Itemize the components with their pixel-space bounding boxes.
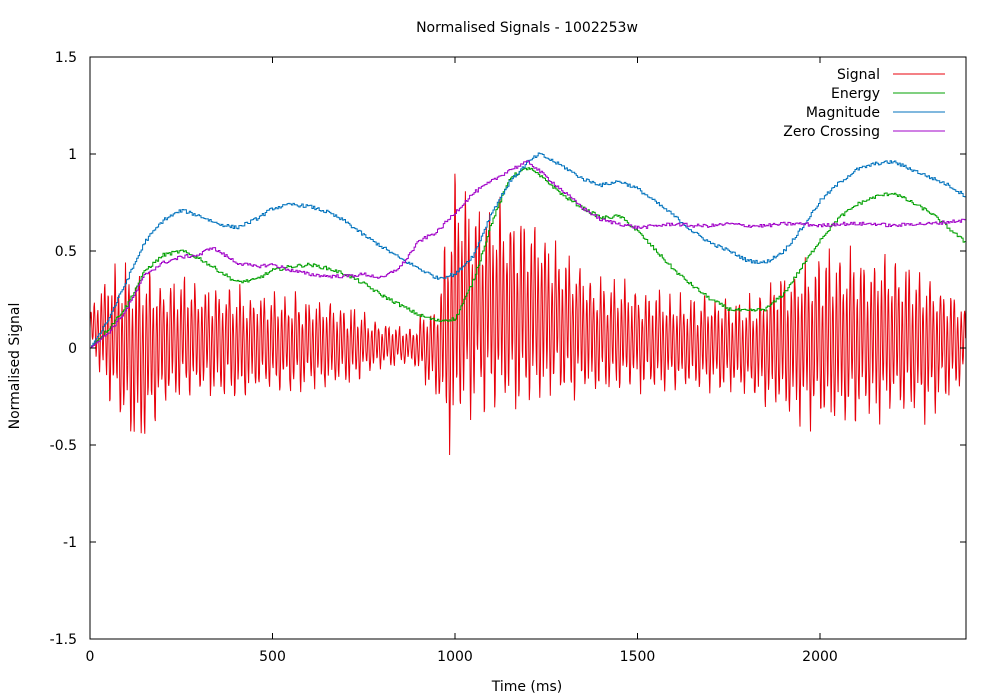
legend-label-magnitude: Magnitude	[806, 105, 880, 121]
y-tick-label: -0.5	[50, 438, 77, 454]
series-line-zero-crossing	[90, 160, 967, 349]
y-tick-label: 0	[68, 341, 77, 357]
y-axis-label: Normalised Signal	[7, 303, 23, 430]
x-tick-label: 1500	[620, 649, 656, 665]
legend-label-signal: Signal	[837, 67, 880, 83]
y-tick-label: 1.5	[55, 50, 77, 66]
series-line-signal	[89, 173, 967, 456]
x-tick-label: 500	[259, 649, 286, 665]
x-axis-label: Time (ms)	[491, 679, 563, 695]
y-tick-label: -1.5	[50, 632, 77, 648]
legend: Signal Energy Magnitude Zero Crossing	[783, 67, 945, 140]
series-line-energy	[90, 167, 967, 349]
x-tick-label: 2000	[802, 649, 838, 665]
y-tick-label: 1	[68, 147, 77, 163]
y-tick-label: 0.5	[55, 244, 77, 260]
legend-label-energy: Energy	[831, 86, 880, 102]
x-tick-label: 0	[86, 649, 95, 665]
chart-title: Normalised Signals - 1002253w	[416, 20, 638, 36]
series-line-magnitude	[90, 152, 967, 349]
legend-label-zero-crossing: Zero Crossing	[783, 124, 880, 140]
series-layer	[89, 152, 967, 456]
axis-layer: 0 500 1000 1500 2000 -1.5 -1 -0.5 0 0.5 1 1.5	[50, 50, 966, 665]
x-tick-label: 1000	[437, 649, 473, 665]
y-tick-label: -1	[63, 535, 77, 551]
